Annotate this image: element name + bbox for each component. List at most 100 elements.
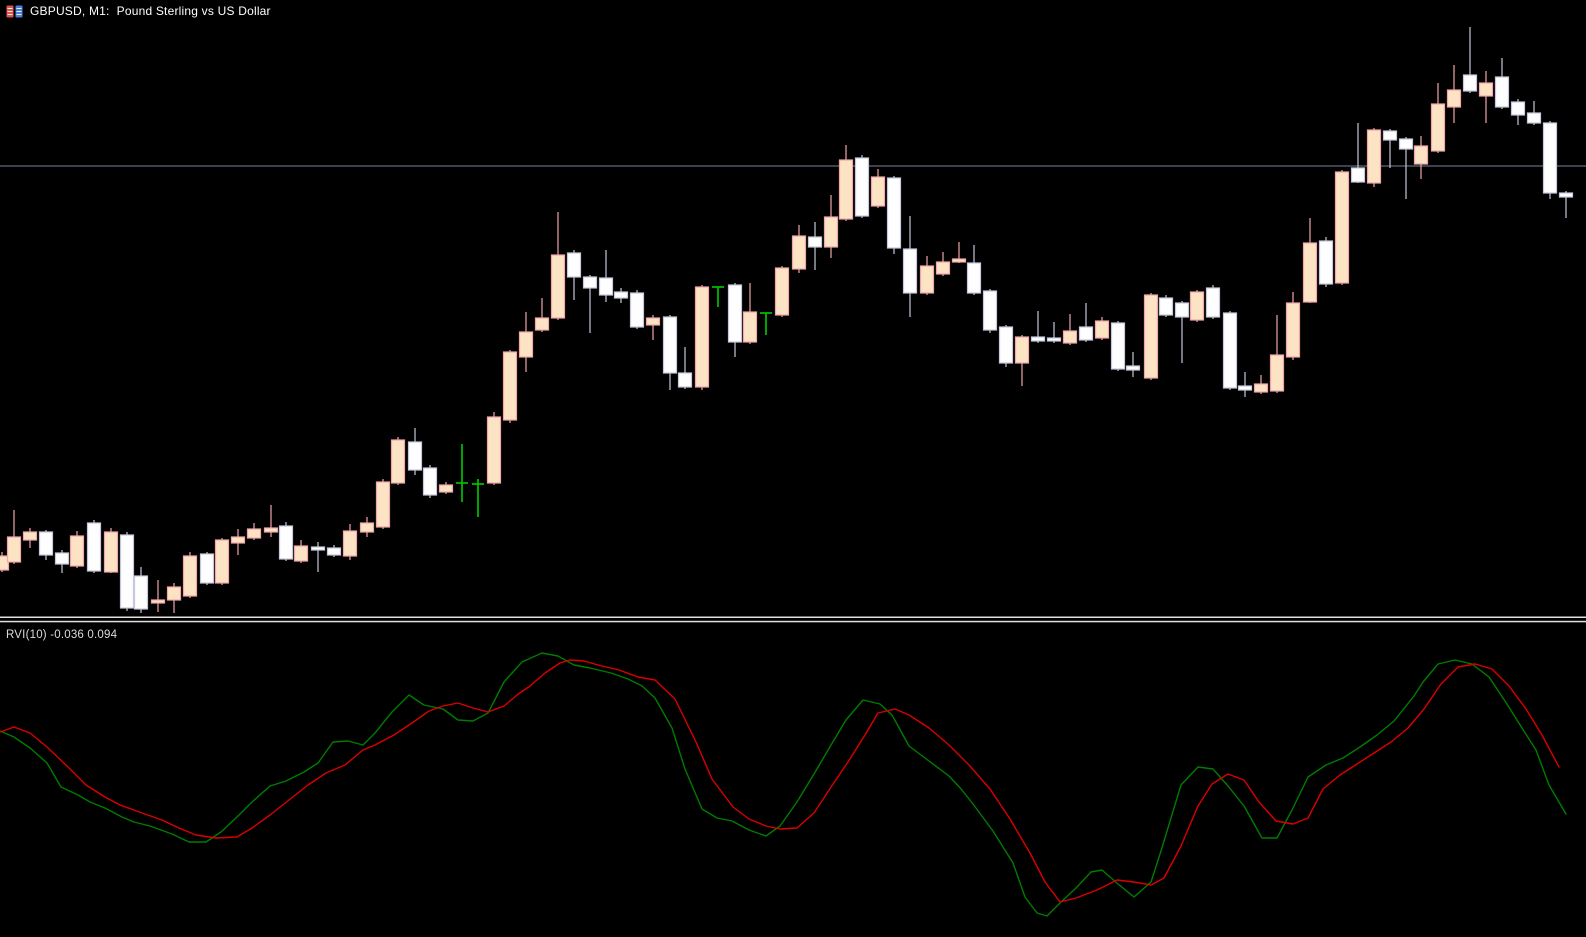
- candle-up: [150, 599, 166, 604]
- candle-up: [742, 311, 758, 343]
- candle-up: [518, 331, 534, 358]
- candle-up: [1062, 330, 1078, 344]
- candle-up: [1269, 354, 1285, 392]
- candle-down: [133, 575, 149, 610]
- chart-header: GBPUSD, M1: Pound Sterling vs US Dollar: [6, 4, 271, 18]
- candle-up: [774, 267, 790, 316]
- candle-down: [38, 531, 54, 556]
- candle-down: [982, 290, 998, 331]
- candle-down: [1078, 326, 1094, 341]
- candle-up: [1285, 302, 1301, 358]
- candle-down: [1030, 336, 1046, 342]
- candle-down: [807, 236, 823, 248]
- candle-down: [278, 525, 294, 560]
- candle-down: [1542, 122, 1558, 194]
- candle-down: [582, 276, 598, 289]
- candle-up: [230, 536, 246, 544]
- chart-title: GBPUSD, M1: Pound Sterling vs US Dollar: [30, 4, 271, 18]
- candle-down: [1318, 240, 1334, 285]
- candle-down: [629, 292, 645, 328]
- candle-up: [182, 555, 198, 597]
- candle-up: [1366, 129, 1382, 184]
- candle-up: [103, 531, 119, 573]
- candle-down: [199, 553, 215, 584]
- rvi-main-line: [0, 652, 1567, 917]
- candle-down: [54, 552, 70, 565]
- candle-up: [375, 481, 391, 528]
- candle-up: [438, 484, 454, 493]
- candle-down: [1398, 138, 1414, 150]
- candle-up: [486, 416, 502, 484]
- candle-down: [119, 534, 135, 609]
- candle-down: [310, 546, 326, 551]
- candle-down: [1110, 322, 1126, 370]
- candle-down: [613, 291, 629, 299]
- candle-up: [645, 317, 661, 326]
- candle-up: [1302, 242, 1318, 303]
- candle-down: [854, 157, 870, 217]
- candle-up: [390, 439, 406, 484]
- candle-up: [502, 351, 518, 421]
- candle-down: [677, 372, 693, 388]
- candle-up: [166, 586, 182, 601]
- candle-down: [1526, 112, 1542, 124]
- candle-up: [694, 286, 710, 388]
- candle-down: [1205, 287, 1221, 318]
- separator-line: [0, 620, 1586, 623]
- candle-down: [422, 467, 438, 496]
- candle-up: [359, 522, 375, 533]
- candle-down: [326, 547, 342, 556]
- candle-up: [214, 539, 230, 584]
- candle-up: [263, 527, 279, 533]
- candle-down: [1158, 297, 1174, 316]
- candle-up: [1446, 89, 1462, 108]
- candle-up: [534, 317, 550, 331]
- candle-up: [823, 216, 839, 248]
- candle-up: [550, 254, 566, 319]
- candle-up: [0, 555, 10, 571]
- candle-up: [935, 261, 951, 275]
- candle-up: [342, 530, 358, 557]
- candle-down: [1350, 167, 1366, 183]
- candle-down: [1382, 130, 1398, 141]
- candle-down: [998, 326, 1014, 364]
- candle-up: [293, 545, 309, 562]
- candle-up: [6, 536, 22, 563]
- indicator-label: RVI(10) -0.036 0.094: [6, 629, 118, 641]
- candle-down: [566, 252, 582, 278]
- candle-up: [69, 535, 85, 567]
- candle-down: [886, 177, 902, 249]
- separator-line: [0, 616, 1586, 618]
- candles-layer[interactable]: [0, 27, 1574, 613]
- candle-down: [407, 441, 423, 471]
- candle-down: [966, 262, 982, 294]
- candle-down: [1237, 385, 1253, 391]
- candle-down: [1558, 192, 1574, 198]
- candle-up: [1430, 103, 1446, 152]
- candle-down: [1046, 337, 1062, 342]
- rvi-signal-line: [0, 659, 1560, 903]
- candle-up: [22, 531, 38, 541]
- candle-down: [727, 284, 743, 343]
- candle-up: [1334, 171, 1350, 284]
- candle-down: [662, 316, 678, 374]
- candle-up: [1253, 383, 1269, 393]
- candle-up: [1478, 82, 1494, 97]
- candle-up: [246, 528, 262, 539]
- candle-up: [870, 176, 886, 207]
- candle-up: [1189, 291, 1205, 321]
- candle-up: [1014, 336, 1030, 364]
- candle-down: [598, 277, 614, 296]
- pane-separator[interactable]: [0, 616, 1586, 623]
- candle-up: [1143, 294, 1159, 379]
- candle-up: [951, 258, 967, 263]
- candle-down: [1174, 302, 1190, 318]
- candle-down: [902, 248, 918, 294]
- candle-down: [1510, 101, 1526, 116]
- candle-down: [1494, 76, 1510, 108]
- candle-up: [1413, 145, 1429, 165]
- rvi-lines-layer: [0, 652, 1567, 917]
- candle-down: [1462, 74, 1478, 92]
